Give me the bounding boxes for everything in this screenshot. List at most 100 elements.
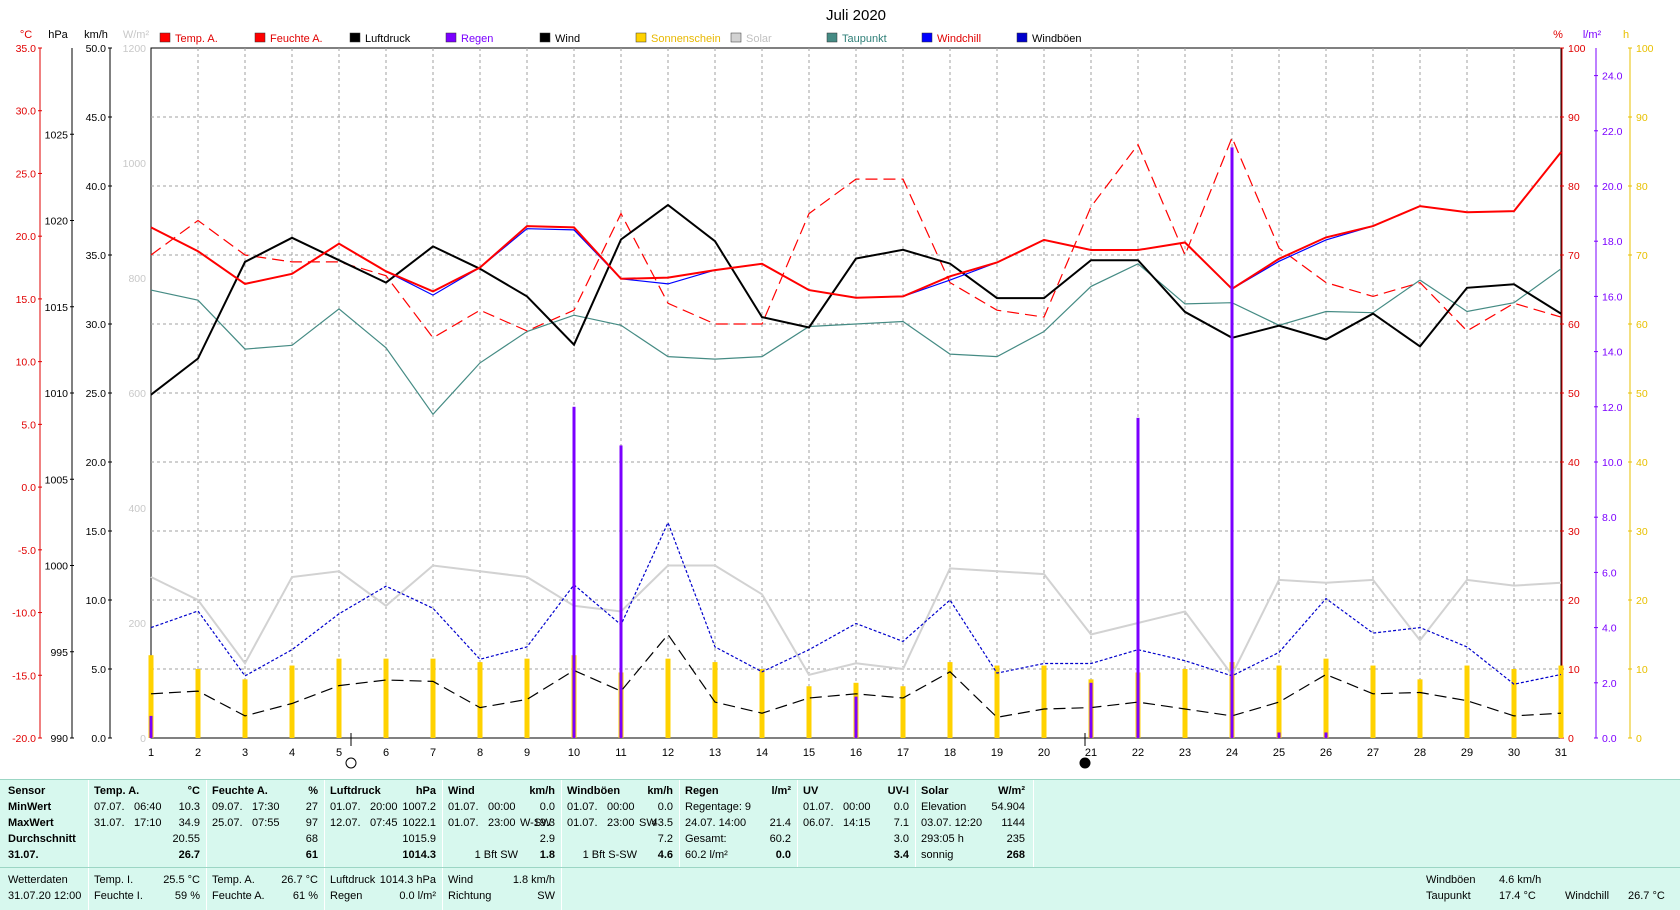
x-tick-label: 13 — [709, 747, 721, 759]
axis-tick-label: 90 — [1636, 112, 1648, 124]
axis-tick-label: 100 — [1636, 43, 1654, 55]
stats-temp-date: 07.07. — [94, 801, 125, 813]
axis-unit-label: % — [1553, 29, 1563, 41]
stats-temp-value: 10.3 — [178, 801, 200, 813]
axis-tick-label: 60 — [1636, 319, 1648, 331]
stats-gusts-value: 0.0 — [657, 801, 673, 813]
sunshine-bar — [712, 662, 718, 738]
stats-rain-label: 24.07. 14:00 — [685, 817, 747, 829]
stats-uv-value: 3.0 — [893, 833, 909, 845]
stats-gusts-time: 23:00 — [607, 817, 635, 829]
stats-wind-value: 1.8 — [539, 849, 555, 861]
x-tick-label: 14 — [756, 747, 768, 759]
stats-solar-value: 268 — [1006, 849, 1025, 861]
axis-tick-label: 30.0 — [86, 319, 107, 331]
stats-wind-date: 01.07. — [448, 817, 479, 829]
stats-pressure-time: 07:45 — [370, 817, 398, 829]
legend-swatch — [1016, 32, 1028, 43]
stats-uv-value: 0.0 — [893, 801, 909, 813]
axis-tick-label: 40 — [1568, 457, 1580, 469]
sunshine-bar — [1417, 679, 1423, 738]
series-temp--a- — [150, 151, 1562, 299]
axis-unit-label: h — [1623, 29, 1629, 41]
stats-gusts-direction: SW — [639, 817, 657, 829]
weather-chart: °C35.030.025.020.015.010.05.00.0-5.0-10.… — [12, 7, 1654, 769]
wind-label: Wind — [448, 874, 474, 886]
stats-solar-value: 235 — [1006, 833, 1025, 845]
axis-lm-right — [1594, 48, 1598, 739]
sunshine-bar — [994, 665, 1000, 738]
legend-swatch — [635, 32, 647, 43]
x-tick-label: 17 — [897, 747, 909, 759]
axis-tick-label: 800 — [128, 273, 146, 285]
x-tick-label: 8 — [477, 747, 483, 759]
stats-row-label: MaxWert — [8, 817, 54, 829]
stats-pressure-value: 1014.3 — [402, 849, 436, 861]
stats-wind-time: 23:00 — [488, 817, 516, 829]
axis-tick-label: 6.0 — [1602, 567, 1617, 579]
axis-tick-label: 70 — [1636, 250, 1648, 262]
stats-gusts-date: 01.07. — [567, 817, 598, 829]
legend-label: Feuchte A. — [270, 33, 323, 45]
stats-uv-date: 06.07. — [803, 817, 834, 829]
windchill-value: 26.7 °C — [1628, 890, 1665, 902]
x-tick-label: 20 — [1038, 747, 1050, 759]
axis-h-right — [1628, 47, 1632, 739]
x-tick-label: 27 — [1367, 747, 1379, 759]
stats-temp-unit: °C — [187, 785, 200, 797]
sunshine-bar — [430, 658, 436, 738]
axis-tick-label: 45.0 — [86, 112, 107, 124]
stats-solar-label: Elevation — [921, 801, 967, 813]
sunshine-bar — [759, 669, 765, 738]
stats-wind-time: 00:00 — [488, 801, 516, 813]
axis-tick-label: 995 — [50, 647, 68, 659]
stats-solar-label: 03.07. 12:20 — [921, 817, 983, 829]
stats-gusts-direction: 1 Bft S-SW — [582, 849, 637, 861]
axis-tick-label: -20.0 — [12, 733, 36, 745]
legend-label: Regen — [461, 33, 493, 45]
legend-swatch — [730, 32, 742, 43]
axis-tick-label: 10.0 — [16, 357, 37, 369]
axis-tick-label: 20.0 — [16, 231, 37, 243]
legend-swatch — [539, 32, 551, 43]
stats-row-label: Durchschnitt — [8, 833, 76, 845]
stats-wind-unit: km/h — [529, 785, 555, 797]
rain-bar — [1136, 417, 1140, 738]
x-tick-label: 4 — [289, 747, 295, 759]
legend-label: Sonnenschein — [651, 33, 721, 45]
rain-bar — [854, 696, 858, 738]
axis-tick-label: 10 — [1636, 664, 1648, 676]
x-tick-label: 10 — [568, 747, 580, 759]
axis-tick-label: 25.0 — [86, 388, 107, 400]
stats-wind-value: 2.9 — [539, 833, 555, 845]
axis-tick-label: 1010 — [45, 388, 69, 400]
richtung-value: SW — [537, 890, 555, 902]
temp-a-label: Temp. A. — [212, 874, 255, 886]
stats-solar-header: Solar — [921, 785, 949, 797]
axis-tick-label: 10.0 — [86, 595, 107, 607]
stats-temp-value: 34.9 — [178, 817, 200, 829]
x-tick-label: 19 — [991, 747, 1003, 759]
stats-solar-unit: W/m² — [998, 785, 1025, 797]
richtung-label: Richtung — [448, 890, 492, 902]
stats-gusts-unit: km/h — [647, 785, 673, 797]
series-luftdruck — [150, 203, 1562, 396]
temp-i-value: 25.5 °C — [163, 874, 200, 886]
axis-tick-label: 400 — [128, 503, 146, 515]
axis-tick-label: 30 — [1568, 526, 1580, 538]
axis-unit-label: l/m² — [1583, 29, 1602, 41]
series-line — [150, 263, 1562, 416]
axis-tick-label: 15.0 — [86, 526, 107, 538]
stats-temp-value: 26.7 — [178, 849, 200, 861]
wetterdaten-datetime: 31.07.20 12:00 — [8, 890, 82, 902]
sunshine-bar — [806, 686, 812, 738]
x-tick-label: 15 — [803, 747, 815, 759]
luftdruck-value: 1014.3 hPa — [379, 874, 436, 886]
stats-humidity-value: 97 — [305, 817, 318, 829]
taupunkt-value: 17.4 °C — [1499, 890, 1536, 902]
series-line — [150, 136, 1562, 339]
axis-tick-label: 100 — [1568, 43, 1586, 55]
x-tick-label: 12 — [662, 747, 674, 759]
stats-temp-time: 06:40 — [134, 801, 162, 813]
axis-tick-label: 50 — [1568, 388, 1580, 400]
